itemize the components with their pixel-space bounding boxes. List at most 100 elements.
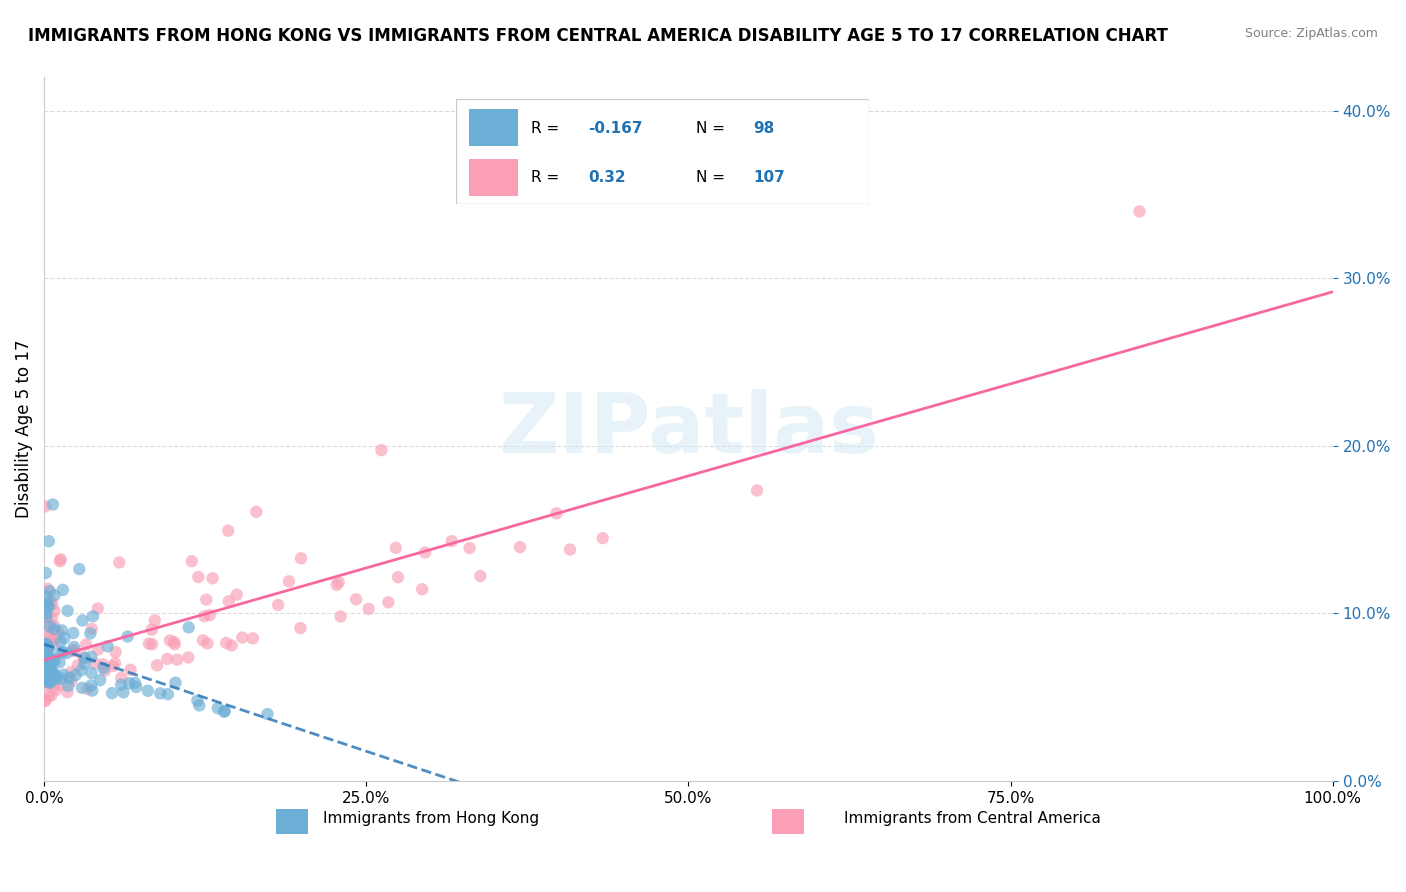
- Immigrants from Hong Kong: [117, 630, 139, 644]
- Immigrants from Hong Kong: [56, 604, 79, 618]
- Immigrants from Hong Kong: [35, 637, 58, 651]
- Immigrants from Central America: [328, 575, 350, 590]
- Immigrants from Central America: [76, 681, 98, 696]
- Immigrants from Central America: [48, 678, 70, 692]
- Immigrants from Central America: [329, 609, 352, 624]
- FancyBboxPatch shape: [772, 809, 804, 834]
- Immigrants from Hong Kong: [80, 678, 103, 692]
- Immigrants from Central America: [46, 624, 69, 639]
- Immigrants from Central America: [146, 658, 169, 673]
- Immigrants from Hong Kong: [58, 679, 80, 693]
- Immigrants from Hong Kong: [52, 582, 75, 597]
- Immigrants from Hong Kong: [165, 675, 187, 690]
- Immigrants from Hong Kong: [37, 648, 59, 663]
- Immigrants from Hong Kong: [38, 652, 60, 666]
- Immigrants from Central America: [104, 656, 127, 670]
- Immigrants from Central America: [39, 594, 62, 608]
- Immigrants from Central America: [278, 574, 301, 589]
- Immigrants from Hong Kong: [80, 665, 103, 680]
- Immigrants from Central America: [108, 556, 131, 570]
- Immigrants from Hong Kong: [35, 589, 58, 603]
- Immigrants from Central America: [141, 637, 163, 651]
- Immigrants from Central America: [166, 653, 188, 667]
- Immigrants from Central America: [60, 665, 83, 679]
- Immigrants from Hong Kong: [37, 662, 59, 676]
- Immigrants from Hong Kong: [93, 661, 115, 675]
- Immigrants from Central America: [138, 637, 160, 651]
- Immigrants from Hong Kong: [52, 667, 75, 681]
- Immigrants from Hong Kong: [38, 673, 60, 687]
- Immigrants from Hong Kong: [48, 655, 70, 669]
- Immigrants from Hong Kong: [42, 665, 65, 679]
- Immigrants from Central America: [80, 622, 103, 636]
- Immigrants from Central America: [201, 571, 224, 585]
- Immigrants from Central America: [62, 643, 84, 657]
- Immigrants from Hong Kong: [82, 683, 104, 698]
- Immigrants from Hong Kong: [212, 705, 235, 719]
- Immigrants from Hong Kong: [42, 653, 65, 667]
- Immigrants from Central America: [87, 642, 110, 657]
- Immigrants from Central America: [44, 632, 66, 647]
- Immigrants from Central America: [56, 685, 79, 699]
- Immigrants from Hong Kong: [44, 622, 66, 636]
- Immigrants from Central America: [215, 636, 238, 650]
- Immigrants from Central America: [49, 554, 72, 568]
- Immigrants from Hong Kong: [41, 651, 63, 665]
- Immigrants from Hong Kong: [38, 664, 60, 678]
- Immigrants from Hong Kong: [80, 649, 103, 664]
- Immigrants from Hong Kong: [37, 599, 59, 614]
- Immigrants from Central America: [45, 683, 67, 698]
- Immigrants from Central America: [156, 652, 179, 666]
- Immigrants from Hong Kong: [82, 609, 104, 624]
- Immigrants from Central America: [163, 637, 186, 651]
- Immigrants from Central America: [38, 689, 60, 703]
- Immigrants from Hong Kong: [62, 626, 84, 640]
- Text: Source: ZipAtlas.com: Source: ZipAtlas.com: [1244, 27, 1378, 40]
- Immigrants from Hong Kong: [38, 675, 60, 690]
- Immigrants from Central America: [87, 601, 110, 615]
- Immigrants from Hong Kong: [35, 566, 58, 580]
- Immigrants from Central America: [558, 542, 581, 557]
- Immigrants from Central America: [63, 644, 86, 658]
- Immigrants from Central America: [66, 658, 89, 673]
- Immigrants from Hong Kong: [37, 640, 59, 654]
- Y-axis label: Disability Age 5 to 17: Disability Age 5 to 17: [15, 340, 32, 518]
- Immigrants from Hong Kong: [67, 562, 90, 576]
- Immigrants from Central America: [37, 635, 59, 649]
- Immigrants from Hong Kong: [34, 646, 56, 660]
- Immigrants from Hong Kong: [118, 676, 141, 690]
- Immigrants from Central America: [413, 545, 436, 559]
- Immigrants from Hong Kong: [35, 662, 58, 676]
- Immigrants from Central America: [141, 623, 163, 637]
- Immigrants from Hong Kong: [35, 662, 58, 676]
- Immigrants from Hong Kong: [38, 641, 60, 656]
- Immigrants from Hong Kong: [136, 683, 159, 698]
- Immigrants from Hong Kong: [65, 668, 87, 682]
- Immigrants from Central America: [411, 582, 433, 597]
- Immigrants from Central America: [225, 588, 247, 602]
- Immigrants from Hong Kong: [186, 693, 208, 707]
- Immigrants from Hong Kong: [72, 614, 94, 628]
- Immigrants from Hong Kong: [97, 640, 120, 654]
- Immigrants from Central America: [60, 673, 83, 688]
- Immigrants from Central America: [101, 659, 124, 673]
- Immigrants from Central America: [387, 570, 409, 584]
- Immigrants from Central America: [39, 664, 62, 678]
- Immigrants from Central America: [35, 678, 58, 692]
- Immigrants from Hong Kong: [70, 681, 93, 695]
- Immigrants from Hong Kong: [44, 654, 66, 668]
- Immigrants from Hong Kong: [38, 599, 60, 614]
- Immigrants from Hong Kong: [35, 610, 58, 624]
- Immigrants from Hong Kong: [110, 678, 132, 692]
- Immigrants from Hong Kong: [34, 659, 56, 673]
- Immigrants from Hong Kong: [89, 673, 111, 688]
- Immigrants from Central America: [94, 664, 117, 678]
- Text: ZIPatlas: ZIPatlas: [498, 389, 879, 470]
- Immigrants from Central America: [177, 650, 200, 665]
- Immigrants from Hong Kong: [38, 666, 60, 681]
- Immigrants from Central America: [370, 443, 392, 458]
- Immigrants from Hong Kong: [38, 584, 60, 599]
- Immigrants from Hong Kong: [112, 685, 135, 699]
- Immigrants from Central America: [546, 507, 568, 521]
- Immigrants from Central America: [110, 671, 132, 685]
